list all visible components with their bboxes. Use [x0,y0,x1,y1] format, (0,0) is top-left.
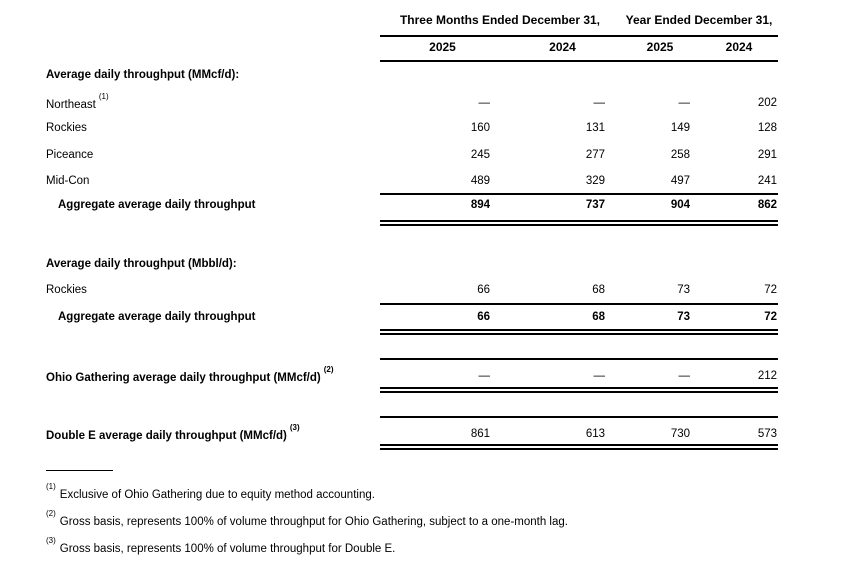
aggregate-mmcfd-double-rule [380,220,778,226]
value-rockies-mmcfd-yr-2024: 128 [757,122,777,134]
double-e-top-rule [380,416,778,418]
value-piceance-3mo-2024: 277 [585,149,605,161]
value-piceance-yr-2025: 258 [670,149,690,161]
value-rockies-mmcfd-3mo-2025: 160 [470,122,490,134]
aggregate-mbbld-top-rule [380,303,778,305]
value-rockies-mbbld-3mo-2025: 66 [477,284,490,296]
value-aggregate-mmcfd-yr-2024: 862 [757,199,777,211]
footnote-2: (2)Gross basis, represents 100% of volum… [46,509,786,529]
row-label-piceance: Piceance [46,149,94,161]
value-midcon-yr-2024: 241 [757,175,777,187]
row-double-e: Double E average daily throughput (MMcf/… [46,423,778,443]
column-group-three-months: Three Months Ended December 31, [399,13,601,27]
value-northeast-yr-2025: — [678,96,691,109]
row-midcon: Mid-Con 489 329 497 241 [46,174,778,188]
value-northeast-yr-2024: 202 [757,96,777,109]
footnote-ref-2: (2) [323,365,334,374]
value-aggregate-mbbld-3mo-2024: 68 [592,311,605,323]
row-label-midcon: Mid-Con [46,175,90,187]
value-rockies-mbbld-yr-2025: 73 [677,284,690,296]
footnote-2-text: Gross basis, represents 100% of volume t… [59,515,568,528]
row-label-aggregate-mmcfd: Aggregate average daily throughput [58,199,256,211]
value-midcon-3mo-2025: 489 [470,175,490,187]
value-northeast-3mo-2025: — [478,96,491,109]
row-aggregate-mbbld: Aggregate average daily throughput 66 68… [46,310,778,324]
value-double-e-3mo-2024: 613 [585,427,605,440]
footnote-1: (1)Exclusive of Ohio Gathering due to eq… [46,482,786,502]
aggregate-mmcfd-top-rule [380,193,778,195]
value-aggregate-mbbld-yr-2025: 73 [677,311,690,323]
value-double-e-yr-2025: 730 [670,427,690,440]
row-ohio-gathering: Ohio Gathering average daily throughput … [46,365,778,385]
row-label-northeast: Northeast [46,98,96,111]
column-group-year-ended: Year Ended December 31, [625,13,773,27]
section-title-mbbld-row: Average daily throughput (Mbbl/d): [46,257,778,271]
year-header-3mo-2025: 2025 [429,40,456,54]
value-aggregate-mmcfd-3mo-2024: 737 [585,199,605,211]
row-piceance: Piceance 245 277 258 291 [46,148,778,162]
value-piceance-yr-2024: 291 [757,149,777,161]
value-aggregate-mmcfd-3mo-2025: 894 [470,199,490,211]
row-aggregate-mmcfd: Aggregate average daily throughput 894 7… [46,198,778,212]
value-midcon-yr-2025: 497 [670,175,690,187]
row-rockies-mmcfd: Rockies 160 131 149 128 [46,121,778,135]
row-label-rockies-mmcfd: Rockies [46,122,87,134]
double-e-double-rule [380,444,778,450]
value-aggregate-mmcfd-yr-2025: 904 [670,199,690,211]
footnote-1-text: Exclusive of Ohio Gathering due to equit… [59,488,375,501]
footnote-3: (3)Gross basis, represents 100% of volum… [46,536,786,556]
footnote-divider-rule [46,470,113,472]
header-top-rule [380,35,778,37]
footnote-ref-1: (1) [98,92,109,101]
value-ohio-3mo-2025: — [478,369,491,382]
footnote-3-text: Gross basis, represents 100% of volume t… [59,542,396,555]
header-bottom-rule [380,60,778,62]
row-label-ohio-gathering: Ohio Gathering average daily throughput … [46,371,321,384]
value-midcon-3mo-2024: 329 [585,175,605,187]
value-ohio-yr-2025: — [678,369,691,382]
row-label-rockies-mbbld: Rockies [46,284,87,296]
year-header-3mo-2024: 2024 [549,40,576,54]
value-ohio-yr-2024: 212 [757,369,777,382]
row-northeast: Northeast(1) — — — 202 [46,92,778,112]
row-rockies-mbbld: Rockies 66 68 73 72 [46,283,778,297]
year-header-yr-2025: 2025 [646,40,674,54]
row-label-double-e: Double E average daily throughput (MMcf/… [46,429,287,442]
year-header-row: 2025 2024 2025 2024 [46,40,778,54]
year-header-yr-2024: 2024 [725,40,753,54]
section-title-mmcfd: Average daily throughput (MMcf/d): [46,69,240,81]
value-rockies-mbbld-3mo-2024: 68 [592,284,605,296]
section-title-mmcfd-row: Average daily throughput (MMcf/d): [46,68,778,82]
footnote-ref-3: (3) [289,423,300,432]
value-aggregate-mbbld-3mo-2025: 66 [477,311,490,323]
value-ohio-3mo-2024: — [593,369,606,382]
footnote-3-marker: (3) [46,536,56,545]
value-rockies-mmcfd-3mo-2024: 131 [585,122,605,134]
footnote-1-marker: (1) [46,482,56,491]
value-northeast-3mo-2024: — [593,96,606,109]
row-label-aggregate-mbbld: Aggregate average daily throughput [58,311,256,323]
value-rockies-mbbld-yr-2024: 72 [764,284,777,296]
aggregate-mbbld-double-rule [380,329,778,335]
section-title-mbbld: Average daily throughput (Mbbl/d): [46,258,237,270]
value-rockies-mmcfd-yr-2025: 149 [670,122,690,134]
footnote-2-marker: (2) [46,509,56,518]
value-aggregate-mbbld-yr-2024: 72 [764,311,777,323]
value-double-e-yr-2024: 573 [757,427,777,440]
value-piceance-3mo-2025: 245 [470,149,490,161]
value-double-e-3mo-2025: 861 [470,427,490,440]
ohio-gathering-double-rule [380,387,778,393]
ohio-gathering-top-rule [380,358,778,360]
